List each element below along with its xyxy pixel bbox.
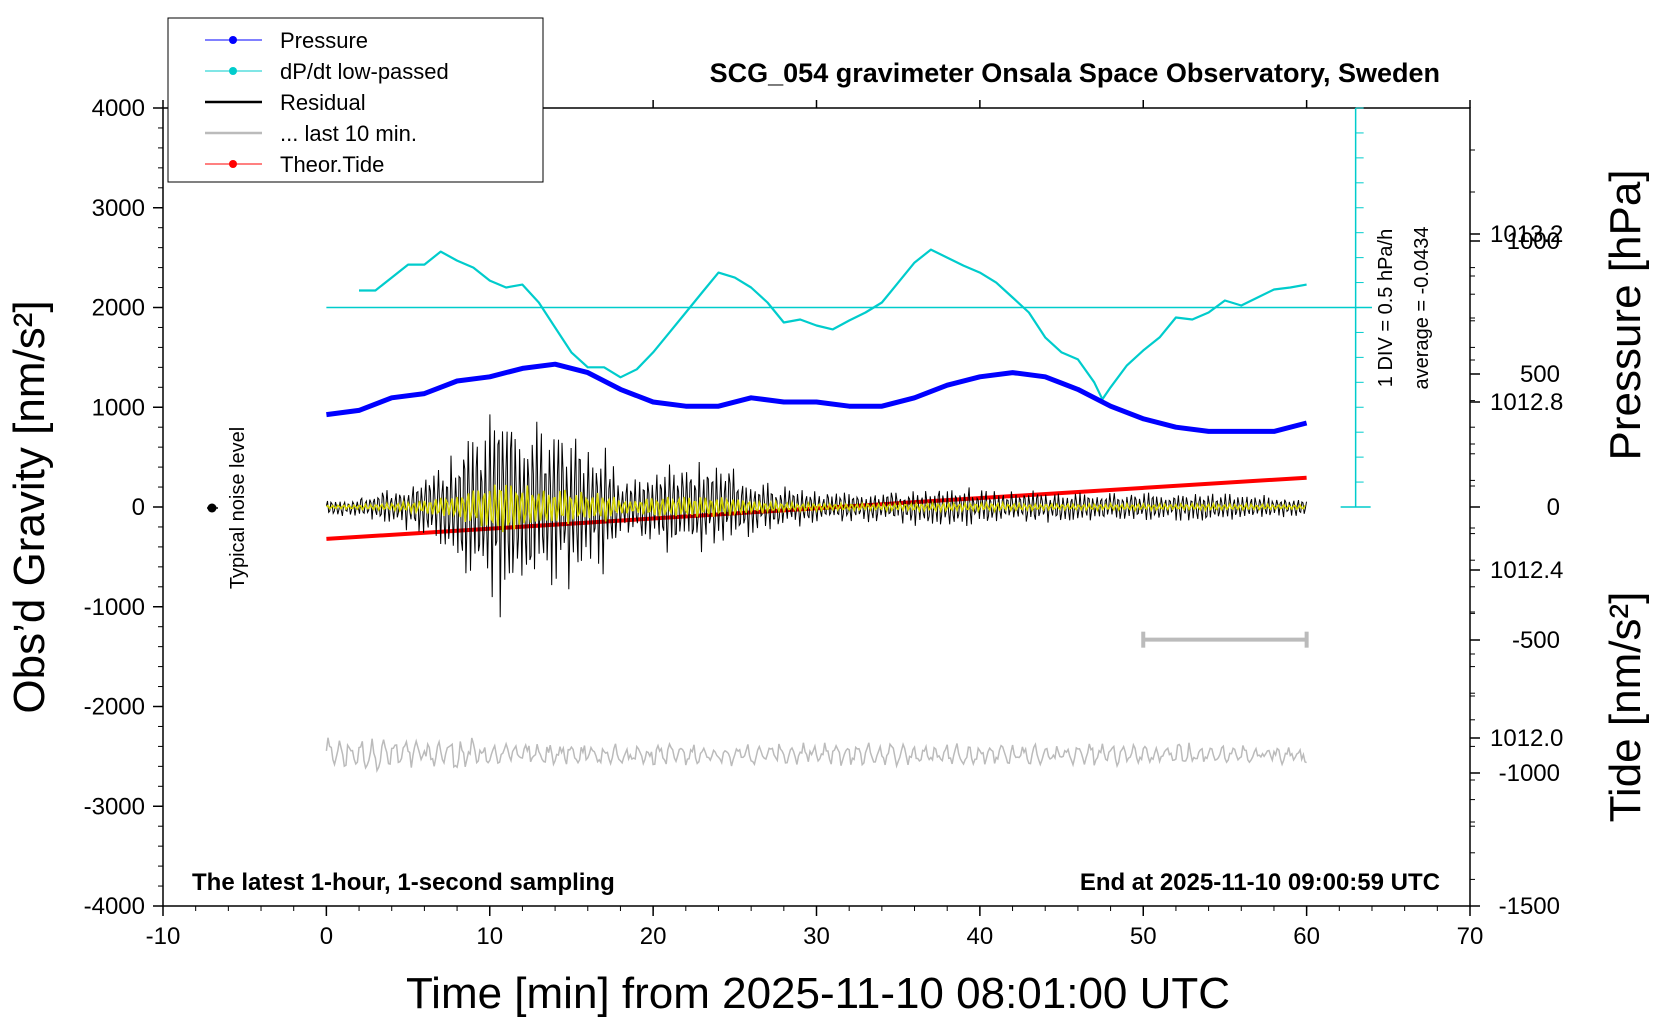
x-axis-ticks: -10 0 10 20 30 40 50 60 70	[146, 100, 1484, 950]
pressure-series	[326, 361, 1308, 434]
left-tick-label: 1000	[92, 394, 145, 421]
legend-item: Pressure	[205, 28, 368, 53]
tide-tick-label: 1000	[1507, 228, 1560, 255]
noise-level-marker	[207, 503, 218, 513]
x-tick-label: 30	[803, 923, 830, 950]
end-time-note: End at 2025-11-10 09:00:59 UTC	[1080, 869, 1440, 896]
legend-label: Pressure	[280, 28, 368, 53]
chart-title: SCG_054 gravimeter Onsala Space Observat…	[710, 58, 1440, 88]
residual-series	[325, 414, 1307, 618]
legend-label: Theor.Tide	[280, 152, 384, 177]
tide-axis-ticks: 1000 500 0 -500 -1000 -1500	[1470, 228, 1560, 920]
legend-swatch-marker	[229, 67, 237, 75]
left-axis-ticks: 4000 3000 2000 1000 0 -1000 -2000 -3000 -4000	[84, 95, 163, 920]
tide-tick-label: 0	[1547, 494, 1560, 521]
x-axis-label: Time [min] from 2025-11-10 08:01:00 UTC	[406, 969, 1230, 1018]
scale-div-label: 1 DIV = 0.5 hPa/h	[1375, 229, 1397, 387]
left-tick-label: -2000	[84, 694, 145, 721]
tide-tick-label: -1000	[1499, 760, 1560, 787]
pressure-tick-label: 1012.0	[1490, 725, 1563, 752]
x-tick-label: 40	[967, 923, 994, 950]
legend-label: ... last 10 min.	[280, 121, 417, 146]
legend-swatch-marker	[229, 160, 237, 168]
legend: Pressure dP/dt low-passed Residual ... last…	[167, 17, 544, 183]
pressure-tick-label: 1012.8	[1490, 389, 1563, 416]
legend-items: Pressure dP/dt low-passed Residual ... last…	[205, 28, 449, 177]
x-tick-label: 60	[1293, 923, 1320, 950]
pressure-tick-label: 1012.4	[1490, 557, 1563, 584]
legend-swatch-marker	[229, 36, 237, 44]
x-tick-label: 70	[1457, 923, 1484, 950]
legend-item: Theor.Tide	[205, 152, 384, 177]
dpdt-series	[359, 248, 1307, 401]
left-tick-label: 3000	[92, 195, 145, 222]
noise-level-dot	[207, 503, 217, 513]
left-tick-label: 0	[132, 494, 145, 521]
last-10-min-series	[325, 737, 1307, 773]
scale-average-label: average = -0.0434	[1411, 227, 1433, 390]
left-tick-label: 2000	[92, 295, 145, 322]
tide-tick-label: -500	[1512, 627, 1560, 654]
left-tick-label: -3000	[84, 793, 145, 820]
left-axis-label: Obs’d Gravity [nm/s²]	[5, 300, 54, 713]
latest-hour-note: The latest 1-hour, 1-second sampling	[192, 869, 615, 896]
pressure-tick-label: 1013.2	[1490, 221, 1563, 248]
x-tick-label: 50	[1130, 923, 1157, 950]
residual-filtered-series	[326, 484, 1306, 533]
tide-tick-label: 500	[1520, 361, 1560, 388]
legend-item: ... last 10 min.	[205, 121, 417, 146]
series-layer	[325, 248, 1372, 773]
noise-level-label: Typical noise level	[227, 427, 249, 589]
legend-label: dP/dt low-passed	[280, 59, 449, 84]
tide-axis-label: Tide [nm/s²]	[1601, 592, 1650, 823]
x-tick-label: 0	[320, 923, 333, 950]
last-10-min-bracket	[1141, 631, 1309, 648]
x-tick-label: 20	[640, 923, 667, 950]
left-tick-label: -4000	[84, 893, 145, 920]
legend-label: Residual	[280, 90, 366, 115]
left-tick-label: 4000	[92, 95, 145, 122]
tide-tick-label: -1500	[1499, 893, 1560, 920]
x-tick-label: -10	[146, 923, 181, 950]
legend-item: Residual	[205, 90, 366, 115]
pressure-axis-label: Pressure [hPa]	[1601, 169, 1650, 460]
pressure-axis-ticks: 1013.2 1012.8 1012.4 1012.0	[1470, 149, 1563, 823]
legend-box	[167, 17, 544, 183]
left-tick-label: -1000	[84, 594, 145, 621]
x-tick-label: 10	[476, 923, 503, 950]
legend-item: dP/dt low-passed	[205, 59, 449, 84]
dpdt-scale-bar	[1340, 107, 1371, 508]
